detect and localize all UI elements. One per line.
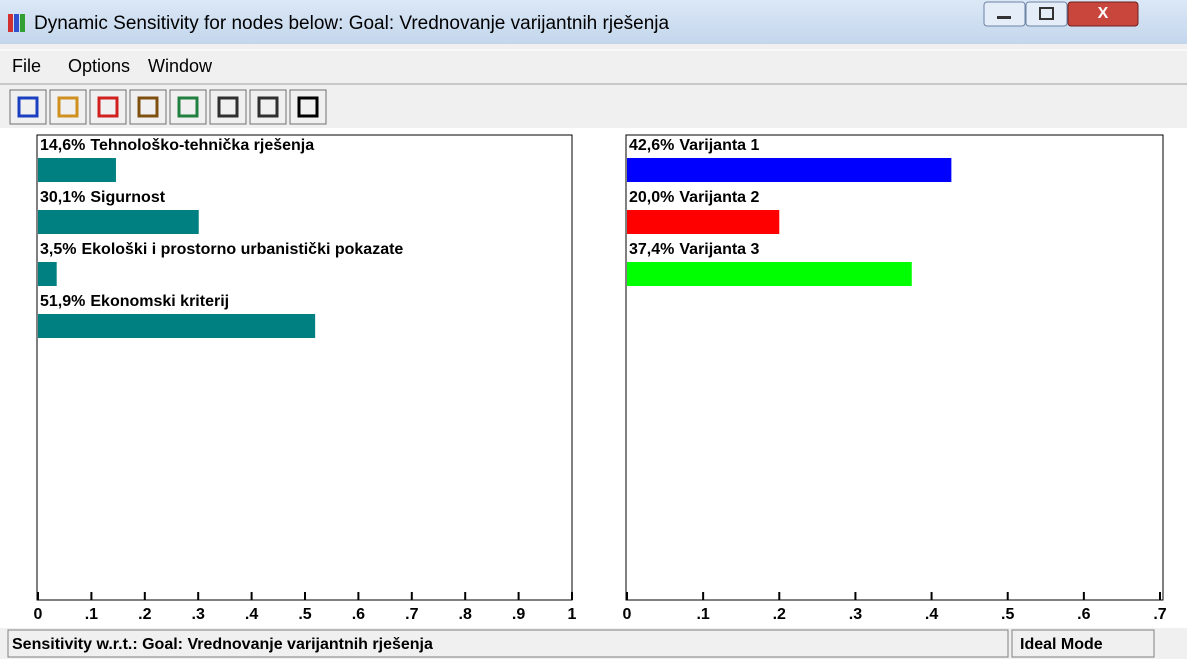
x-tick-label: 0 [34,606,43,623]
category-label: Ekološki i prostorno urbanistički pokaza… [81,241,403,258]
x-tick-label: .6 [352,606,365,623]
menu-item[interactable]: Window [148,56,213,76]
bar [627,210,779,234]
bar [38,314,315,338]
x-tick-label: 0 [623,606,632,623]
x-tick-label: 1 [568,606,577,623]
x-tick-label: .4 [925,606,938,623]
x-tick-label: .2 [773,606,786,623]
x-tick-label: .1 [85,606,98,623]
x-tick-label: .5 [298,606,311,623]
status-text: Sensitivity w.r.t.: Goal: Vrednovanje va… [12,636,433,653]
minimize-button[interactable] [984,2,1025,26]
x-tick-label: .3 [192,606,205,623]
bar [38,158,116,182]
category-label: Tehnološko-tehnička rješenja [90,137,314,154]
category-label: Sigurnost [90,189,165,206]
toolbar-button[interactable] [90,90,126,124]
category-label: Varijanta 2 [679,189,759,206]
bar-label: 14,6% Tehnološko-tehnička rješenja [40,137,314,154]
x-tick-label: .6 [1077,606,1090,623]
close-icon: X [1098,5,1109,22]
menu-item[interactable]: File [12,56,41,76]
bar [38,262,57,286]
window-title: Dynamic Sensitivity for nodes below: Goa… [34,13,669,34]
value-label: 37,4% [629,241,674,258]
toolbar-button[interactable] [210,90,246,124]
bar-label: 3,5% Ekološki i prostorno urbanistički po… [40,241,403,258]
x-tick-label: .7 [405,606,418,623]
value-label: 30,1% [40,189,85,206]
bar-label: 42,6% Varijanta 1 [629,137,760,154]
maximize-button[interactable] [1026,2,1067,26]
x-tick-label: .4 [245,606,258,623]
toolbar-button[interactable] [130,90,166,124]
category-label: Ekonomski kriterij [90,293,229,310]
app-icon [8,14,25,32]
bar [627,262,912,286]
toolbar-button[interactable] [10,90,46,124]
value-label: 42,6% [629,137,674,154]
x-tick-label: .2 [138,606,151,623]
bar-label: 51,9% Ekonomski kriterij [40,293,229,310]
toolbar-button[interactable] [250,90,286,124]
mode-text: Ideal Mode [1020,636,1103,653]
value-label: 3,5% [40,241,76,258]
bar [38,210,199,234]
toolbar-button[interactable] [50,90,86,124]
bar-label: 37,4% Varijanta 3 [629,241,760,258]
window: Dynamic Sensitivity for nodes below: Goa… [0,0,1187,659]
value-label: 51,9% [40,293,85,310]
menu-item[interactable]: Options [68,56,130,76]
minimize-icon [997,16,1011,19]
bar-group: 20,0% Varijanta 2 [627,189,779,234]
bar-label: 20,0% Varijanta 2 [629,189,760,206]
category-label: Varijanta 3 [679,241,759,258]
category-label: Varijanta 1 [679,137,759,154]
x-tick-label: .8 [459,606,472,623]
x-tick-label: .5 [1001,606,1014,623]
value-label: 14,6% [40,137,85,154]
x-tick-label: .3 [849,606,862,623]
x-tick-label: .7 [1153,606,1166,623]
x-tick-label: .9 [512,606,525,623]
x-tick-label: .1 [696,606,709,623]
value-label: 20,0% [629,189,674,206]
toolbar-button[interactable] [170,90,206,124]
bar [627,158,951,182]
bar-label: 30,1% Sigurnost [40,189,166,206]
toolbar-button[interactable] [290,90,326,124]
